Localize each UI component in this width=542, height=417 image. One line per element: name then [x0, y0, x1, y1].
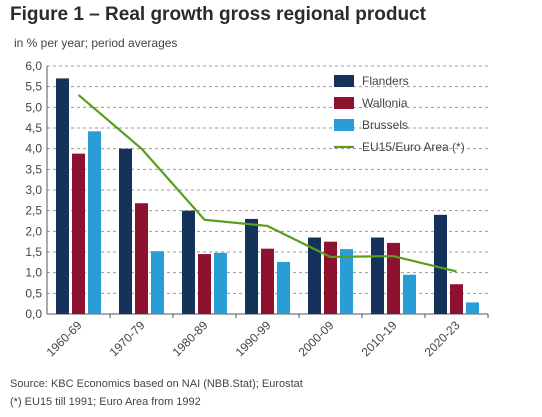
- bar-wallonia: [72, 153, 85, 314]
- bar-brussels: [340, 249, 353, 314]
- legend-label: Brussels: [362, 118, 408, 132]
- bar-flanders: [182, 210, 195, 314]
- y-tick-label: 5,0: [25, 100, 42, 114]
- footnote: (*) EU15 till 1991; Euro Area from 1992: [10, 396, 201, 408]
- bar-wallonia: [261, 248, 274, 314]
- bar-flanders: [245, 218, 258, 314]
- y-tick-label: 0,5: [25, 286, 42, 300]
- bar-brussels: [88, 131, 101, 314]
- y-tick-label: 3,5: [25, 162, 42, 176]
- y-tick-label: 1,5: [25, 245, 42, 259]
- bar-wallonia: [135, 203, 148, 314]
- y-tick-label: 3,0: [25, 183, 42, 197]
- y-tick-label: 4,0: [25, 142, 42, 156]
- y-tick-label: 1,0: [25, 266, 42, 280]
- bar-brussels: [214, 252, 227, 314]
- bar-flanders: [308, 237, 321, 314]
- y-tick-label: 5,5: [25, 80, 42, 94]
- legend-swatch: [334, 97, 354, 109]
- legend-label: Flanders: [362, 74, 409, 88]
- bar-brussels: [277, 261, 290, 314]
- y-tick-label: 6,0: [25, 59, 42, 73]
- figure-title: Figure 1 – Real growth gross regional pr…: [10, 4, 426, 25]
- legend-label: Wallonia: [362, 96, 408, 110]
- bar-wallonia: [387, 242, 400, 314]
- bar-brussels: [403, 274, 416, 314]
- legend-swatch: [334, 75, 354, 87]
- bar-brussels: [151, 251, 164, 314]
- y-tick-label: 4,5: [25, 121, 42, 135]
- bar-wallonia: [198, 254, 211, 314]
- x-tick-label: 1970-79: [107, 318, 148, 359]
- x-tick-label: 2020-23: [422, 318, 463, 359]
- legend-label: EU15/Euro Area (*): [362, 140, 465, 154]
- bar-wallonia: [324, 241, 337, 314]
- bar-wallonia: [450, 284, 463, 314]
- bar-flanders: [56, 78, 69, 315]
- bar-flanders: [119, 148, 132, 314]
- x-tick-label: 1980-89: [170, 318, 211, 359]
- series-line-eu15-euro-area: [77, 94, 457, 273]
- y-tick-label: 0,0: [25, 307, 42, 321]
- x-tick-label: 1990-99: [233, 318, 274, 359]
- bar-flanders: [371, 237, 384, 314]
- y-tick-label: 2,0: [25, 224, 42, 238]
- source-note: Source: KBC Economics based on NAI (NBB.…: [10, 378, 303, 390]
- bar-flanders: [434, 214, 447, 314]
- figure-subtitle: in % per year; period averages: [14, 36, 178, 50]
- y-tick-label: 2,5: [25, 204, 42, 218]
- legend-swatch: [334, 119, 354, 131]
- x-tick-label: 2010-19: [359, 318, 400, 359]
- x-tick-label: 1960-69: [44, 318, 85, 359]
- bar-brussels: [466, 302, 479, 314]
- x-tick-label: 2000-09: [296, 318, 337, 359]
